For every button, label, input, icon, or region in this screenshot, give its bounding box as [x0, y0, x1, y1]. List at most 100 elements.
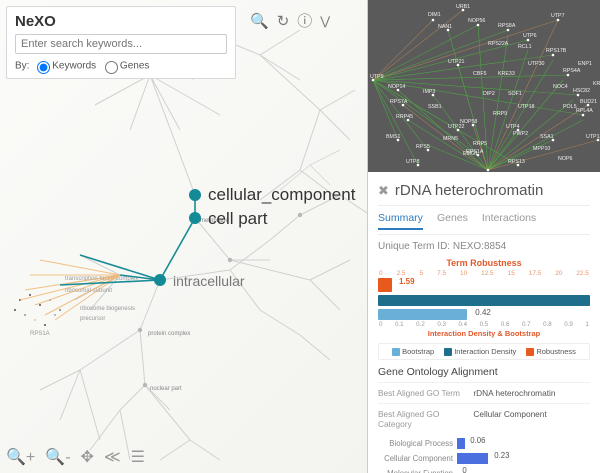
svg-text:RPS8A: RPS8A — [498, 23, 516, 29]
svg-text:RPS4A: RPS4A — [563, 68, 581, 74]
svg-text:ENP1: ENP1 — [578, 61, 592, 67]
close-icon[interactable]: ✖ — [378, 183, 389, 199]
svg-text:BMS1: BMS1 — [386, 134, 400, 140]
search-icon[interactable]: 🔍 — [250, 12, 269, 30]
term-header: ✖ rDNA heterochromatin — [378, 178, 590, 206]
tab-interactions[interactable]: Interactions — [482, 212, 536, 230]
svg-text:RPL4A: RPL4A — [576, 108, 593, 114]
unique-term-id: Unique Term ID: NEXO:8854 — [378, 235, 590, 256]
ontology-tree-panel: transcription factor complex ribosomal s… — [0, 0, 368, 473]
svg-text:BUD21: BUD21 — [580, 99, 597, 105]
legend-swatch-robustness — [526, 348, 534, 356]
svg-text:URB1: URB1 — [456, 4, 470, 10]
go-term-row: Best Aligned GO Term rDNA heterochromati… — [378, 382, 590, 403]
interaction-density-bar-fill[interactable] — [378, 295, 590, 306]
label-intracellular: intracellular — [173, 273, 245, 289]
bootstrap-bar-fill[interactable] — [378, 309, 467, 320]
layers-icon[interactable]: ☰ — [131, 447, 145, 467]
svg-text:NOP58: NOP58 — [460, 119, 477, 125]
go-bar-value-mf: 0 — [462, 466, 466, 473]
svg-text:MPP10: MPP10 — [533, 146, 550, 152]
go-term-label: Best Aligned GO Term — [378, 388, 473, 398]
svg-text:RRP45: RRP45 — [396, 114, 413, 120]
term-info-panel: ✖ rDNA heterochromatin Summary Genes Int… — [368, 172, 600, 473]
svg-text:RRP9: RRP9 — [493, 111, 507, 117]
robustness-bar-row: 1.59 — [378, 278, 590, 292]
node-intracellular[interactable] — [154, 274, 166, 286]
svg-text:RPS13: RPS13 — [508, 159, 525, 165]
go-bar-label-bp: Biological Process — [378, 439, 453, 448]
svg-text:NOP6: NOP6 — [558, 156, 572, 162]
svg-text:ribosomal subunit: ribosomal subunit — [65, 288, 112, 294]
go-term-value: rDNA heterochromatin — [473, 388, 590, 398]
legend-swatch-density — [444, 348, 452, 356]
svg-text:NAN1: NAN1 — [438, 24, 452, 30]
density-bar-row — [378, 295, 590, 306]
zoom-out-icon[interactable]: 🔍- — [45, 447, 70, 467]
density-caption: Interaction Density & Bootstrap — [378, 329, 590, 338]
svg-text:SOF1: SOF1 — [508, 91, 522, 97]
svg-text:SSA1: SSA1 — [540, 134, 554, 140]
svg-text:RCL1: RCL1 — [518, 44, 532, 50]
robustness-bar-fill[interactable] — [378, 278, 392, 292]
svg-text:UTP8: UTP8 — [406, 159, 420, 165]
svg-text:EMG1: EMG1 — [463, 151, 478, 157]
svg-text:UTP21: UTP21 — [448, 59, 465, 65]
svg-text:HSC82: HSC82 — [573, 88, 590, 94]
tree-top-toolbar: 🔍 ↻ ⓘ ⋁ — [250, 10, 330, 31]
search-box: NeXO By: Keywords Genes — [6, 6, 236, 79]
term-title: rDNA heterochromatin — [395, 182, 543, 199]
bootstrap-bar-row: 0.42 — [378, 309, 590, 320]
tree-bottom-toolbar: 🔍+ 🔍- ✥ ≪ ☰ — [6, 447, 145, 467]
node-label-protein-complex: protein complex — [148, 331, 190, 337]
search-input[interactable] — [15, 34, 227, 54]
svg-text:UTP30: UTP30 — [528, 61, 545, 67]
svg-text:UTP13: UTP13 — [586, 134, 600, 140]
tab-genes[interactable]: Genes — [437, 212, 468, 230]
node-cell-part[interactable] — [189, 212, 201, 224]
chart-legend: Bootstrap Interaction Density Robustness — [378, 343, 590, 360]
svg-text:RPS5: RPS5 — [416, 144, 430, 150]
svg-text:DIM1: DIM1 — [428, 12, 441, 18]
svg-text:CBF5: CBF5 — [473, 71, 487, 77]
node-cellular-component[interactable] — [189, 189, 201, 201]
radio-keywords[interactable] — [37, 61, 50, 74]
nexo-app-window: transcription factor complex ribosomal s… — [0, 0, 600, 473]
svg-text:KRE33: KRE33 — [498, 71, 515, 77]
svg-text:RRP5: RRP5 — [473, 141, 487, 147]
svg-text:PWP2: PWP2 — [513, 131, 528, 137]
tab-summary[interactable]: Summary — [378, 212, 423, 230]
svg-text:UTP7: UTP7 — [551, 13, 565, 19]
app-title: NeXO — [15, 13, 227, 30]
term-robustness-title: Term Robustness — [378, 258, 590, 268]
go-bar-fill-cc[interactable] — [457, 453, 488, 464]
fit-screen-icon[interactable]: ✥ — [81, 447, 94, 467]
go-bar-cellular-component: Cellular Component 0.23 — [378, 453, 590, 464]
gene-network-box: UTP9 UTP10 DIM1 URB1 NOP56 RPS8A UTP6 RP… — [368, 0, 600, 172]
go-alignment-title: Gene Ontology Alignment — [378, 366, 590, 378]
svg-text:NOC4: NOC4 — [553, 84, 568, 90]
go-bar-fill-bp[interactable] — [457, 438, 465, 449]
gene-network-svg: UTP9 UTP10 DIM1 URB1 NOP56 RPS8A UTP6 RP… — [368, 0, 600, 172]
legend-label-bootstrap: Bootstrap — [402, 347, 434, 356]
search-by-label: By: — [15, 61, 29, 72]
svg-text:POL5: POL5 — [563, 104, 577, 110]
svg-text:DIP2: DIP2 — [483, 91, 495, 97]
download-icon[interactable]: ⋁ — [320, 14, 330, 28]
node-label-nuclear-part: nuclear part — [150, 386, 182, 392]
svg-text:UTP9: UTP9 — [370, 74, 384, 80]
go-bar-value-cc: 0.23 — [494, 451, 509, 460]
lower-axis-ticks: 0 0.1 0.2 0.3 0.4 0.5 0.6 0.7 0.8 0.9 1 — [378, 321, 590, 328]
label-cellular-component: cellular_component — [208, 185, 356, 204]
radio-genes[interactable] — [105, 61, 118, 74]
legend-swatch-bootstrap — [392, 348, 400, 356]
refresh-icon[interactable]: ↻ — [277, 12, 290, 30]
chevron-double-icon[interactable]: ≪ — [104, 447, 121, 467]
help-icon[interactable]: ⓘ — [297, 10, 312, 31]
go-category-label: Best Aligned GO Category — [378, 409, 473, 429]
svg-text:MRN5: MRN5 — [443, 136, 458, 142]
zoom-in-icon[interactable]: 🔍+ — [6, 447, 35, 467]
go-bar-value-bp: 0.06 — [470, 436, 485, 445]
robustness-value-label: 1.59 — [399, 277, 415, 286]
svg-text:UTP6: UTP6 — [523, 33, 537, 39]
